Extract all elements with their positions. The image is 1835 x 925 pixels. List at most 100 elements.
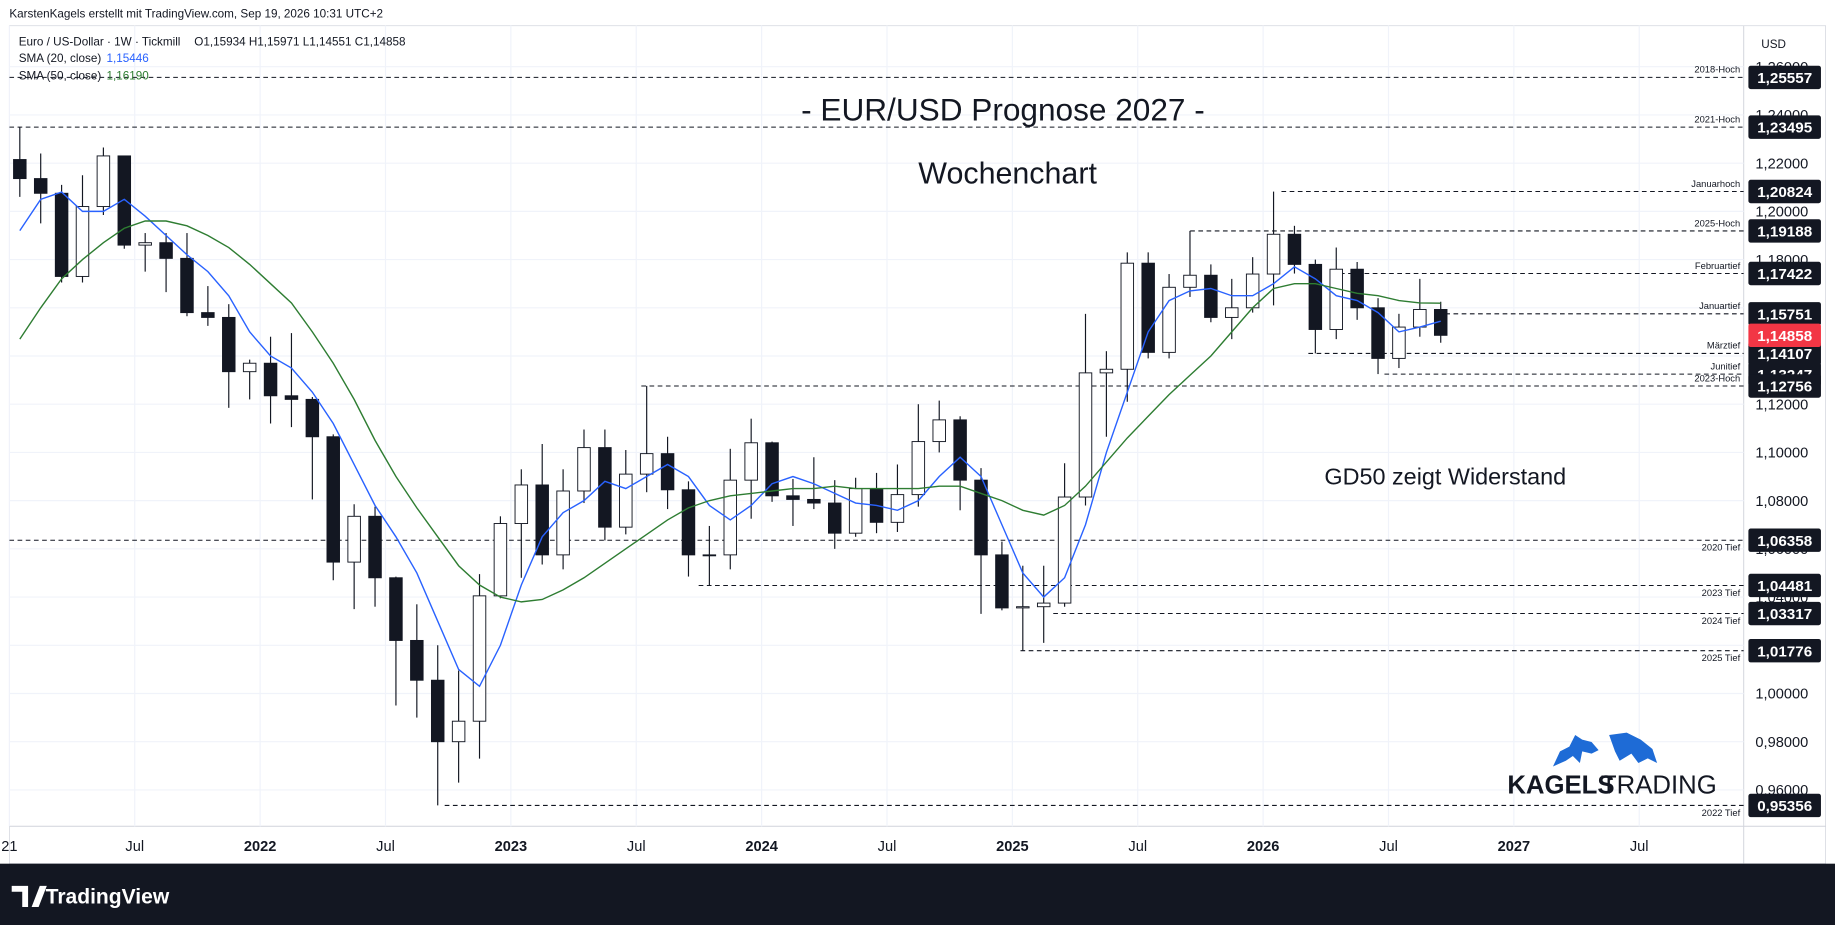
candle-body [1141,262,1155,353]
candle-body [1183,274,1197,288]
candle-body [974,479,988,556]
candle-body [410,639,424,681]
x-tick-label: 2024 [745,839,778,855]
candle-body [493,523,508,597]
level-name: 2023-Hoch [1694,373,1740,383]
legend-sma50: SMA (50, close) [19,70,102,83]
level-price-box [1748,374,1821,398]
x-tick-label: 2023 [495,839,528,855]
level-price-box [1748,793,1821,818]
level-name: Februartief [1695,261,1741,271]
level-price-box [1748,179,1821,204]
candle-body [222,316,236,373]
candle-body [1057,496,1072,604]
sma-line [19,191,1441,688]
candle-body [1392,326,1406,359]
credit: KarstenKagels erstellt mit TradingView.c… [9,8,383,21]
level-price-box [1748,115,1821,139]
level-price-label: 1,25557 [1757,70,1812,87]
candle-body [368,515,382,579]
y-tick-label: 1,20000 [1755,205,1808,221]
level-price-label: 0,95356 [1757,798,1812,815]
level-price-label: 1,15751 [1757,306,1813,323]
level-name: 2020 Tief [1702,543,1741,553]
level-name: Junitief [1711,361,1741,371]
candle-body [535,484,549,556]
candle-body [514,484,529,525]
candle-body [430,679,445,743]
candle-body [75,206,90,277]
candle-body [848,488,863,534]
level-price-box [1748,341,1821,366]
x-tick-label: 2022 [244,839,277,855]
y-tick-label: 1,00000 [1755,687,1808,703]
candle-body [1266,233,1281,275]
level-price-box [1748,573,1821,598]
candle-body [556,490,570,556]
level-price-label: 1,03317 [1757,606,1812,623]
candle-body [1329,268,1343,330]
candle-body [117,155,132,246]
footer-brand[interactable]: TradingView [46,885,170,908]
x-tick-label: Jul [376,839,395,855]
x-tick-label: 2025 [996,839,1029,855]
candle-body [1120,262,1135,370]
candle-body [33,178,48,194]
x-tick-label: 21 [1,839,17,855]
level-price-label: 1,14107 [1757,346,1812,363]
legend-sma20-value: 1,15446 [106,52,148,65]
axis-unit: USD [1761,38,1786,51]
candle-body [995,554,1009,609]
logo-bold: KAGELS [1507,771,1614,799]
level-price-box [1748,65,1821,90]
legend-sma50-value: 1,16190 [106,70,149,83]
x-tick-label: Jul [878,839,897,855]
sma-line [19,220,1441,603]
candle-body [1245,273,1260,309]
level-price-box [1748,528,1821,552]
footer-logo-icon [11,885,47,907]
candle-body [1036,602,1051,608]
candle-body [347,515,361,563]
chart-title: - EUR/USD Prognose 2027 - [801,92,1205,128]
y-tick-label: 1,12000 [1755,397,1808,413]
level-name: 2024 Tief [1702,616,1741,626]
candle-body [472,595,487,722]
candle-body [1350,268,1364,309]
candle-body [911,441,926,496]
x-tick-label: Jul [125,839,144,855]
bull-icon [1552,734,1599,767]
legend-symbol: Euro / US-Dollar · 1W · Tickmill [19,36,181,49]
level-name: 2022 Tief [1702,808,1741,818]
y-tick-label: 1,10000 [1755,446,1808,462]
candle-body [932,419,946,443]
level-name: Januarhoch [1691,179,1740,189]
candle-body [807,498,821,504]
x-tick-label: Jul [627,839,646,855]
candle-body [1078,372,1093,498]
logo-light: TRADING [1601,771,1717,799]
x-tick-label: Jul [1128,839,1147,855]
annotation: GD50 zeigt Widerstand [1324,464,1566,490]
candle-body [744,442,758,481]
level-price-box [1748,261,1821,286]
overlay-layer: Euro / US-Dollar · 1W · Tickmill O1,15934… [19,36,1821,818]
candle-body [284,395,299,400]
level-name: Januartief [1699,301,1741,311]
footer-bar [0,863,1835,925]
legend-sma20: SMA (20, close) [19,52,102,65]
candle-body [953,419,967,481]
candle-body [1162,286,1176,353]
level-price-box [1748,302,1821,326]
candle-body [1099,368,1114,374]
level-name: 2025-Hoch [1694,218,1740,228]
logo: KAGELS TRADING [1507,732,1717,799]
bear-icon [1609,732,1658,764]
candle-body [13,159,27,180]
candle-body [598,447,612,528]
candle-body [702,554,717,557]
candle-body [1204,274,1218,318]
level-price-label: 1,20824 [1757,184,1813,201]
